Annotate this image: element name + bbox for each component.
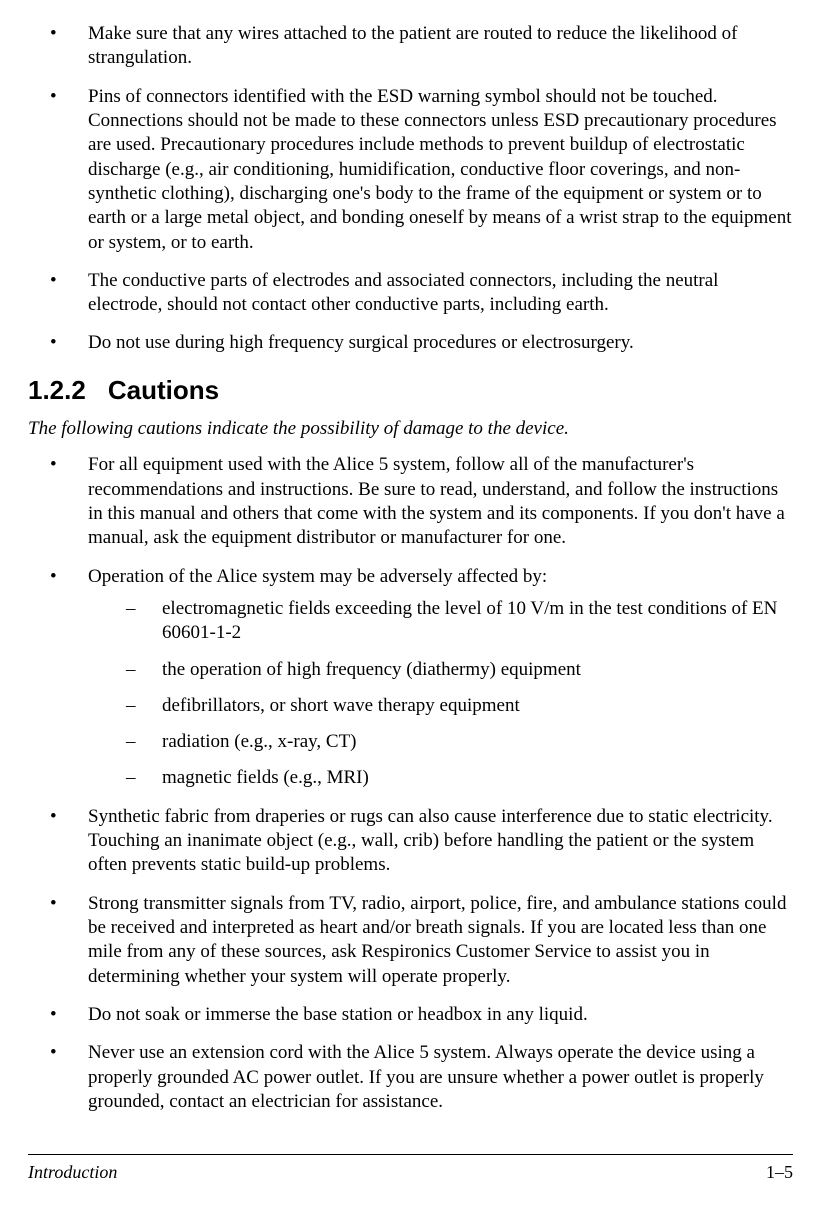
list-item-text: Strong transmitter signals from TV, radi… [88, 893, 786, 987]
list-item: Do not soak or immerse the base station … [50, 1003, 793, 1027]
sub-list-item: magnetic fields (e.g., MRI) [126, 766, 793, 790]
document-page: Make sure that any wires attached to the… [0, 0, 827, 1208]
list-item: Operation of the Alice system may be adv… [50, 565, 793, 791]
section-number: 1.2.2 [28, 374, 86, 407]
list-item: The conductive parts of electrodes and a… [50, 269, 793, 318]
sub-list-item: defibrillators, or short wave therapy eq… [126, 694, 793, 718]
list-item: Do not use during high frequency surgica… [50, 331, 793, 355]
footer-page-number: 1–5 [766, 1161, 793, 1184]
list-item-text: Never use an extension cord with the Ali… [88, 1042, 764, 1112]
section-title: Cautions [108, 375, 219, 405]
sub-list-item-text: defibrillators, or short wave therapy eq… [162, 695, 520, 716]
sub-list-item-text: magnetic fields (e.g., MRI) [162, 767, 369, 788]
list-item-text: Operation of the Alice system may be adv… [88, 566, 547, 587]
cautions-list: For all equipment used with the Alice 5 … [28, 453, 793, 1114]
list-item: For all equipment used with the Alice 5 … [50, 453, 793, 550]
sub-list-item: radiation (e.g., x-ray, CT) [126, 730, 793, 754]
warnings-list: Make sure that any wires attached to the… [28, 22, 793, 356]
list-item-text: Make sure that any wires attached to the… [88, 23, 737, 68]
sub-list-item: electromagnetic fields exceeding the lev… [126, 597, 793, 646]
list-item-text: For all equipment used with the Alice 5 … [88, 454, 785, 548]
list-item-text: The conductive parts of electrodes and a… [88, 270, 718, 315]
footer-section-name: Introduction [28, 1161, 117, 1184]
list-item: Pins of connectors identified with the E… [50, 85, 793, 255]
list-item-text: Pins of connectors identified with the E… [88, 86, 792, 253]
sub-list-item: the operation of high frequency (diather… [126, 658, 793, 682]
page-footer: Introduction 1–5 [28, 1154, 793, 1184]
sub-list-item-text: electromagnetic fields exceeding the lev… [162, 598, 777, 643]
sub-list: electromagnetic fields exceeding the lev… [88, 597, 793, 791]
list-item: Synthetic fabric from draperies or rugs … [50, 805, 793, 878]
list-item-text: Do not soak or immerse the base station … [88, 1004, 588, 1025]
section-heading: 1.2.2 Cautions [28, 374, 793, 407]
section-intro: The following cautions indicate the poss… [28, 417, 793, 441]
sub-list-item-text: the operation of high frequency (diather… [162, 659, 581, 680]
list-item-text: Do not use during high frequency surgica… [88, 332, 634, 353]
sub-list-item-text: radiation (e.g., x-ray, CT) [162, 731, 357, 752]
list-item: Strong transmitter signals from TV, radi… [50, 892, 793, 989]
list-item: Make sure that any wires attached to the… [50, 22, 793, 71]
list-item-text: Synthetic fabric from draperies or rugs … [88, 806, 773, 876]
list-item: Never use an extension cord with the Ali… [50, 1041, 793, 1114]
content-area: Make sure that any wires attached to the… [28, 22, 793, 1208]
